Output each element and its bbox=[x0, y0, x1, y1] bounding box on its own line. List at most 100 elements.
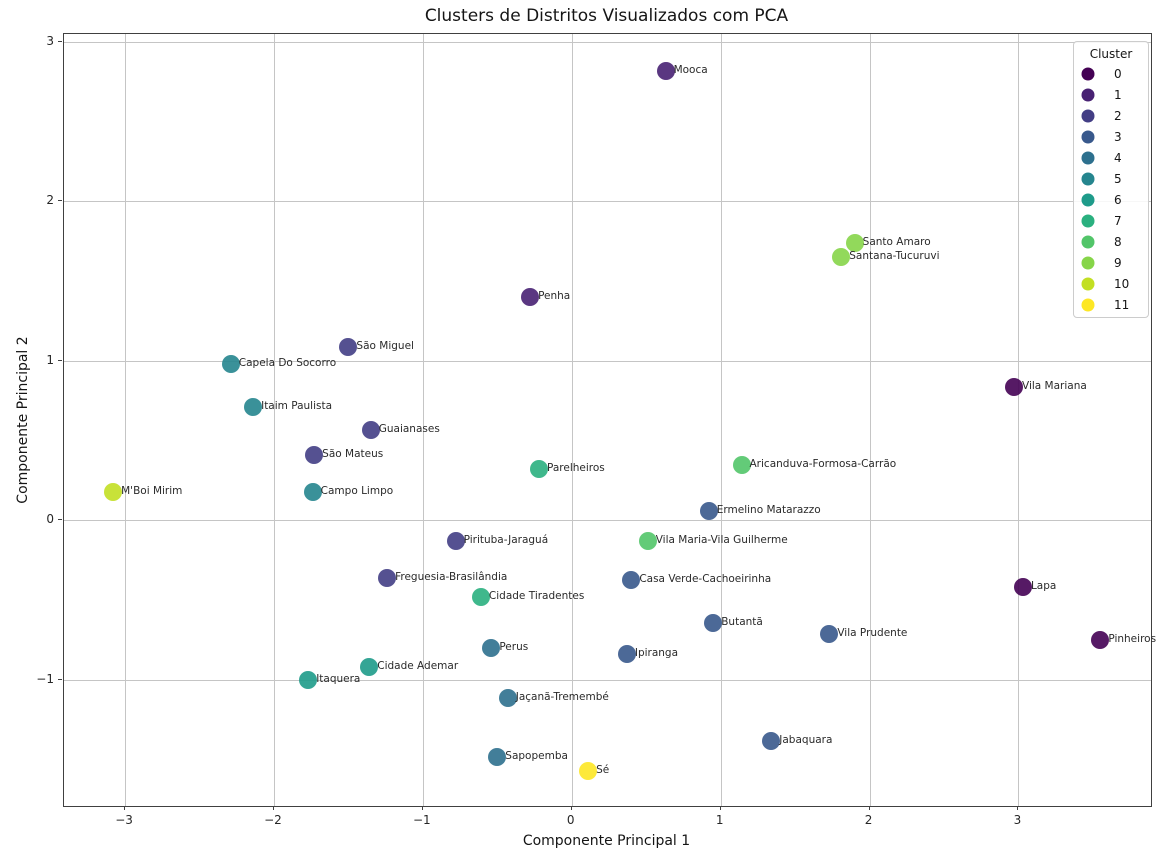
x-gridline bbox=[720, 34, 722, 806]
y-gridline bbox=[64, 360, 1151, 362]
scatter-point bbox=[221, 355, 240, 374]
y-gridline bbox=[64, 201, 1151, 203]
x-tick-mark bbox=[1017, 806, 1019, 810]
y-tick-label: 0 bbox=[46, 512, 54, 527]
y-tick-label: 2 bbox=[46, 193, 54, 208]
legend-entry-label: 9 bbox=[1114, 256, 1122, 270]
scatter-point bbox=[339, 337, 358, 356]
point-label: Ermelino Matarazzo bbox=[716, 503, 821, 516]
plot-area: Mooca Santo Amaro Santana-Tucuruvi Penha São… bbox=[63, 33, 1156, 807]
x-gridline bbox=[125, 34, 127, 806]
point-label: Itaim Paulista bbox=[261, 400, 333, 413]
point-label: Perus bbox=[499, 641, 529, 654]
scatter-point bbox=[471, 588, 490, 607]
scatter-point bbox=[1005, 377, 1023, 396]
x-tick-mark bbox=[421, 806, 423, 810]
scatter-point bbox=[360, 658, 379, 677]
scatter-point bbox=[305, 446, 324, 465]
point-label: Sapopemba bbox=[505, 749, 568, 762]
chart-title: Clusters de Distritos Visualizados com P… bbox=[424, 6, 789, 26]
x-tick-label: 3 bbox=[1013, 813, 1022, 827]
y-gridline bbox=[64, 41, 1151, 43]
legend-entry-dot bbox=[1081, 130, 1095, 144]
y-gridline bbox=[64, 520, 1151, 522]
legend-entry-label: 5 bbox=[1114, 172, 1122, 186]
x-tick-mark bbox=[719, 806, 721, 810]
scatter-point bbox=[482, 639, 501, 658]
point-label: Pirituba-Jaraguá bbox=[463, 534, 549, 547]
legend-title: Cluster bbox=[1089, 47, 1133, 61]
legend-entry-dot bbox=[1081, 298, 1095, 312]
point-label: Pinheiros bbox=[1108, 633, 1157, 646]
x-gridline bbox=[1018, 34, 1020, 806]
point-label: Jabaquara bbox=[779, 733, 833, 746]
point-label: São Mateus bbox=[322, 448, 384, 461]
scatter-point bbox=[617, 645, 636, 664]
y-tick-mark bbox=[58, 359, 62, 361]
scatter-point bbox=[299, 670, 318, 689]
point-label: Lapa bbox=[1030, 580, 1057, 593]
scatter-point bbox=[361, 420, 380, 439]
point-label: Jaçanã-Tremembé bbox=[515, 690, 609, 703]
scatter-point bbox=[656, 61, 675, 80]
legend-entry-dot bbox=[1081, 277, 1095, 291]
point-label: Campo Limpo bbox=[320, 484, 394, 497]
legend-entry-label: 1 bbox=[1114, 88, 1122, 102]
scatter-point bbox=[638, 532, 657, 551]
scatter-point bbox=[1013, 578, 1032, 597]
scatter-point bbox=[832, 248, 851, 267]
point-label: Vila Mariana bbox=[1022, 379, 1087, 392]
y-tick-label: 1 bbox=[46, 352, 54, 367]
y-tick-mark bbox=[58, 678, 62, 680]
point-label: Cidade Tiradentes bbox=[488, 590, 585, 603]
legend-entry-label: 3 bbox=[1114, 130, 1122, 144]
scatter-point bbox=[699, 501, 718, 520]
point-label: Santana-Tucuruvi bbox=[849, 250, 940, 263]
y-axis-label: Componente Principal 2 bbox=[15, 336, 31, 504]
legend-entry-label: 2 bbox=[1114, 109, 1122, 123]
legend-entry-dot bbox=[1081, 88, 1095, 102]
legend-entry-dot bbox=[1081, 109, 1095, 123]
x-gridline bbox=[869, 34, 871, 806]
scatter-point bbox=[1091, 631, 1110, 650]
scatter-point bbox=[579, 761, 598, 780]
point-label: Santo Amaro bbox=[862, 235, 931, 248]
legend-entry-label: 6 bbox=[1114, 193, 1122, 207]
point-label: Ipiranga bbox=[634, 647, 679, 660]
scatter-point bbox=[244, 398, 263, 417]
y-tick-mark bbox=[58, 519, 62, 521]
scatter-point bbox=[498, 688, 517, 707]
scatter-point bbox=[488, 747, 507, 766]
x-tick-label: −2 bbox=[264, 813, 282, 827]
x-tick-mark bbox=[124, 806, 126, 810]
x-tick-mark bbox=[868, 806, 870, 810]
legend-entry-dot bbox=[1081, 67, 1095, 81]
point-label: Vila Maria-Vila Guilherme bbox=[655, 534, 788, 547]
point-label: Capela Do Socorro bbox=[238, 357, 337, 370]
point-label: Butantã bbox=[721, 615, 763, 628]
x-gridline bbox=[273, 34, 275, 806]
x-tick-label: 1 bbox=[715, 813, 724, 827]
point-label: Itaquera bbox=[316, 672, 361, 685]
legend-entry-label: 8 bbox=[1114, 235, 1122, 249]
point-label: Mooca bbox=[673, 63, 708, 76]
scatter-point bbox=[521, 288, 540, 307]
legend-entry-dot bbox=[1081, 235, 1095, 249]
y-gridline bbox=[64, 679, 1151, 681]
point-label: Penha bbox=[538, 290, 571, 303]
y-tick-label: 3 bbox=[46, 33, 54, 48]
legend-entry-label: 7 bbox=[1114, 214, 1122, 228]
x-tick-label: 0 bbox=[566, 813, 575, 827]
scatter-point bbox=[732, 455, 751, 474]
x-tick-mark bbox=[272, 806, 274, 810]
x-tick-mark bbox=[570, 806, 572, 810]
legend-entry-label: 10 bbox=[1114, 277, 1130, 291]
scatter-point bbox=[303, 482, 322, 501]
point-label: Parelheiros bbox=[547, 462, 605, 475]
point-label: Vila Prudente bbox=[837, 626, 908, 639]
point-label: Aricanduva-Formosa-Carrão bbox=[749, 457, 897, 470]
legend-entry-dot bbox=[1081, 172, 1095, 186]
scatter-point bbox=[820, 624, 839, 643]
x-gridline bbox=[571, 34, 573, 806]
